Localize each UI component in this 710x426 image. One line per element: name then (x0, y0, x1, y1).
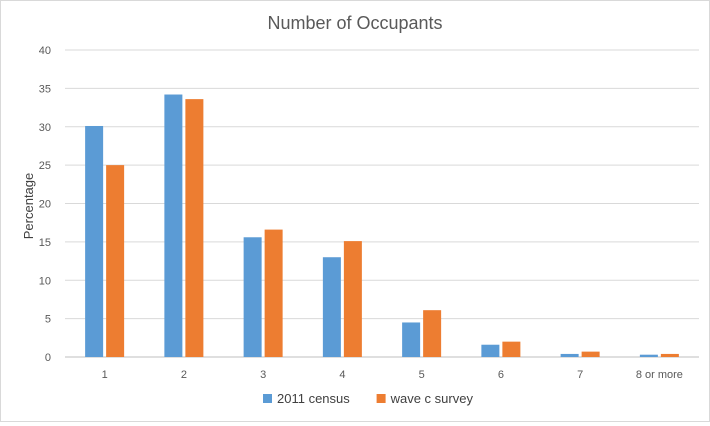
x-tick-label: 1 (102, 369, 108, 381)
bar (185, 99, 204, 358)
bar (322, 257, 341, 357)
bar (581, 351, 600, 357)
y-tick-label: 20 (39, 199, 51, 211)
bar (502, 341, 521, 357)
bar (402, 322, 421, 357)
bar (343, 241, 362, 357)
bar (481, 344, 500, 357)
x-tick-label: 3 (260, 369, 266, 381)
legend-swatch (376, 394, 386, 403)
x-tick-label: 5 (419, 369, 425, 381)
bar (560, 353, 579, 357)
x-tick-label: 2 (181, 369, 187, 381)
y-tick-labels: 0 5 10 15 20 25 30 35 40 (39, 45, 51, 364)
y-tick-label: 30 (39, 122, 51, 134)
bar (660, 353, 679, 357)
y-tick-label: 35 (39, 83, 51, 95)
legend-label: 2011 census (277, 391, 350, 406)
y-tick-label: 40 (39, 45, 51, 57)
x-tick-label: 8 or more (636, 369, 683, 381)
gridlines (65, 49, 699, 358)
bar (243, 237, 262, 357)
y-tick-label: 10 (39, 275, 51, 287)
bar-series (85, 94, 679, 358)
y-axis-label: Percentage (21, 173, 36, 240)
bar (423, 310, 442, 357)
legend: 2011 census wave c survey (263, 391, 473, 406)
legend-label: wave c survey (390, 391, 474, 406)
chart-title: Number of Occupants (267, 13, 442, 33)
x-tick-label: 7 (577, 369, 583, 381)
legend-swatch (263, 394, 272, 403)
bar (106, 165, 125, 357)
y-tick-label: 25 (39, 160, 51, 172)
y-tick-label: 5 (45, 314, 51, 326)
bar (85, 125, 104, 357)
bar (264, 229, 283, 357)
bar (639, 354, 658, 357)
x-tick-labels: 1 2 3 4 5 6 7 8 or more (102, 369, 683, 381)
bar (164, 94, 183, 357)
x-tick-label: 6 (498, 369, 504, 381)
y-tick-label: 0 (45, 352, 51, 364)
x-tick-label: 4 (339, 369, 345, 381)
y-tick-label: 15 (39, 237, 51, 249)
